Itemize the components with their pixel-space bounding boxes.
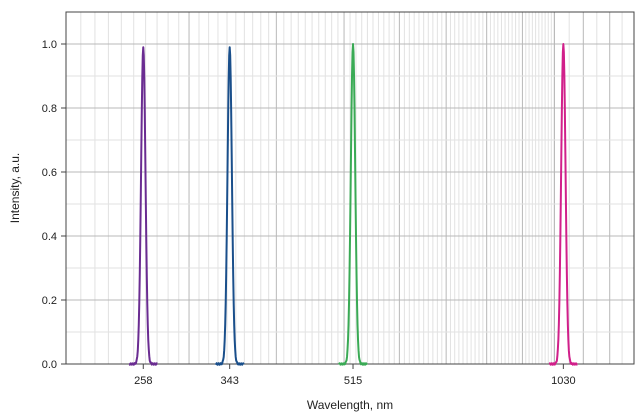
y-tick-label: 1.0 [42, 39, 57, 51]
spectral-peak-343 [214, 46, 245, 366]
series-group [128, 43, 578, 366]
x-tick-label: 515 [344, 375, 362, 387]
y-tick-label: 0.4 [42, 231, 57, 243]
y-axis-title: Intensity, a.u. [8, 153, 22, 223]
grid-lines [66, 12, 634, 364]
plot-frame [65, 11, 635, 365]
spectral-peak-515 [338, 43, 368, 366]
spectral-peak-258 [128, 46, 158, 366]
x-tick-label: 258 [134, 375, 152, 387]
x-axis-title: Wavelength, nm [307, 398, 393, 412]
x-tick-label: 1030 [551, 375, 575, 387]
y-tick-label: 0.6 [42, 167, 57, 179]
y-tick-labels: 0.0 0.2 0.4 0.6 0.8 1.0 [42, 39, 66, 371]
spectral-peak-1030 [548, 43, 578, 366]
y-tick-label: 0.0 [42, 359, 57, 371]
x-tick-label: 343 [221, 375, 239, 387]
x-tick-labels: 258 343 515 1030 [134, 364, 576, 387]
y-tick-label: 0.8 [42, 103, 57, 115]
y-tick-label: 0.2 [42, 295, 57, 307]
